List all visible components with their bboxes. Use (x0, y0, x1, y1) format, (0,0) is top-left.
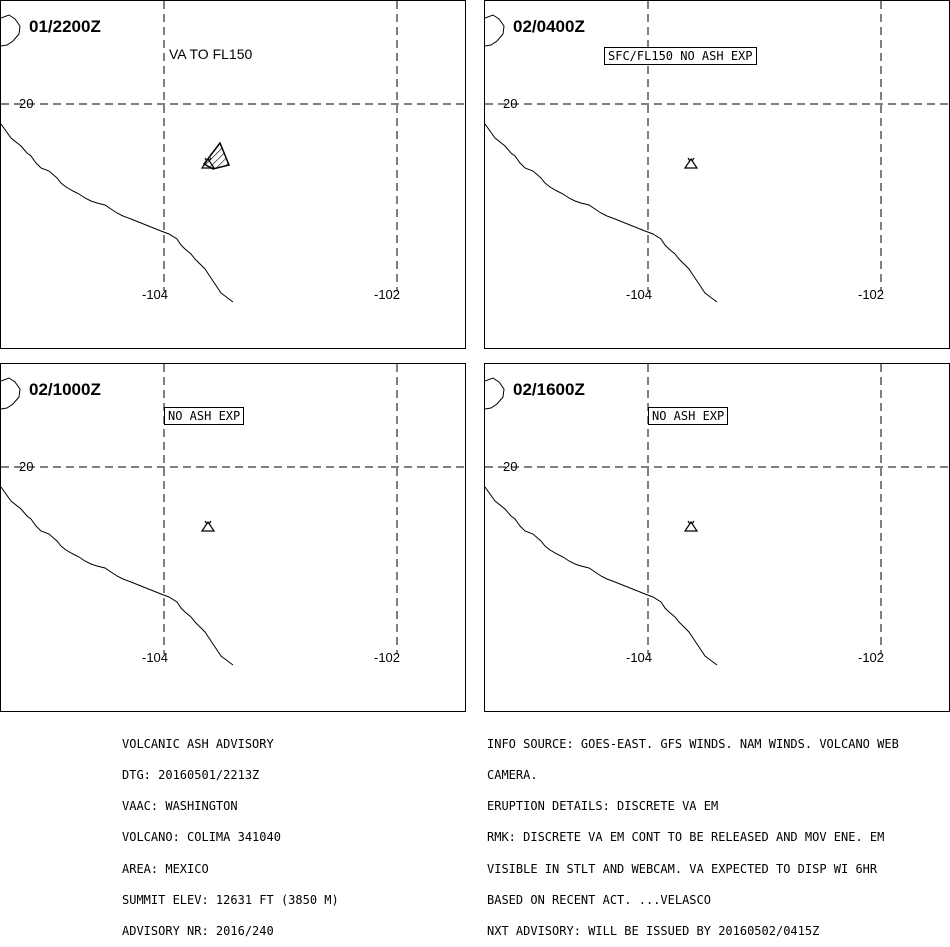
advisory-line: NXT ADVISORY: WILL BE ISSUED BY 20160502… (487, 924, 820, 939)
coastline-fragment (1, 14, 21, 47)
coastline (485, 123, 718, 303)
advisory-info-left: VOLCANIC ASH ADVISORY DTG: 20160501/2213… (122, 718, 339, 947)
volcano-symbol-icon (200, 520, 216, 532)
longitude-label: -102 (858, 287, 885, 302)
longitude-label: -102 (858, 650, 885, 665)
coastline (1, 486, 234, 666)
longitude-label: -104 (626, 287, 653, 302)
advisory-line: SUMMIT ELEV: 12631 FT (3850 M) (122, 892, 339, 907)
ash-cloud-polygon (202, 141, 231, 170)
advisory-line: VOLCANIC ASH ADVISORY (122, 736, 274, 751)
latitude-label: 20 (19, 459, 34, 474)
volcano-symbol-icon (683, 157, 699, 169)
advisory-line: CAMERA. (487, 768, 538, 783)
advisory-line: INFO SOURCE: GOES-EAST. GFS WINDS. NAM W… (487, 736, 899, 751)
advisory-line: BASED ON RECENT ACT. ...VELASCO (487, 892, 711, 907)
advisory-line: ADVISORY NR: 2016/240 (122, 924, 274, 939)
forecast-time-label: 02/1000Z (29, 380, 101, 399)
map-canvas (485, 1, 949, 303)
latitude-label: 20 (19, 96, 34, 111)
volcano-symbol-icon (683, 520, 699, 532)
map-canvas (1, 364, 465, 666)
map-canvas (1, 1, 465, 303)
map-canvas (485, 364, 949, 666)
forecast-panel-01-2200z: 01/2200Z VA TO FL150 20 -104 -102 (0, 0, 466, 349)
ash-status-label: NO ASH EXP (648, 407, 729, 425)
forecast-panel-02-1000z: 02/1000Z NO ASH EXP 20 -104 -102 (0, 363, 466, 712)
longitude-label: -102 (374, 287, 401, 302)
longitude-label: -102 (374, 650, 401, 665)
ash-status-label: VA TO FL150 (169, 46, 253, 62)
coastline-fragment (1, 377, 21, 410)
forecast-panel-02-1600z: 02/1600Z NO ASH EXP 20 -104 -102 (484, 363, 950, 712)
coastline (1, 123, 234, 303)
latitude-label: 20 (503, 96, 518, 111)
volcano-symbol-icon (200, 157, 216, 169)
advisory-line: VISIBLE IN STLT AND WEBCAM. VA EXPECTED … (487, 861, 878, 876)
longitude-label: -104 (142, 287, 169, 302)
advisory-line: VOLCANO: COLIMA 341040 (122, 830, 281, 845)
forecast-time-label: 02/1600Z (513, 380, 585, 399)
advisory-line: ERUPTION DETAILS: DISCRETE VA EM (487, 799, 719, 814)
coastline (485, 486, 718, 666)
coastline-fragment (485, 377, 505, 410)
advisory-line: VAAC: WASHINGTON (122, 799, 238, 814)
forecast-panel-02-0400z: 02/0400Z SFC/FL150 NO ASH EXP 20 -104 -102 (484, 0, 950, 349)
ash-status-label: NO ASH EXP (164, 407, 245, 425)
longitude-label: -104 (626, 650, 653, 665)
forecast-time-label: 02/0400Z (513, 17, 585, 36)
advisory-line: DTG: 20160501/2213Z (122, 768, 260, 783)
longitude-label: -104 (142, 650, 169, 665)
ash-status-label: SFC/FL150 NO ASH EXP (604, 47, 757, 65)
advisory-line: AREA: MEXICO (122, 861, 209, 876)
advisory-line: RMK: DISCRETE VA EM CONT TO BE RELEASED … (487, 830, 885, 845)
advisory-info-right: INFO SOURCE: GOES-EAST. GFS WINDS. NAM W… (487, 718, 899, 947)
coastline-fragment (485, 14, 505, 47)
forecast-time-label: 01/2200Z (29, 17, 101, 36)
latitude-label: 20 (503, 459, 518, 474)
